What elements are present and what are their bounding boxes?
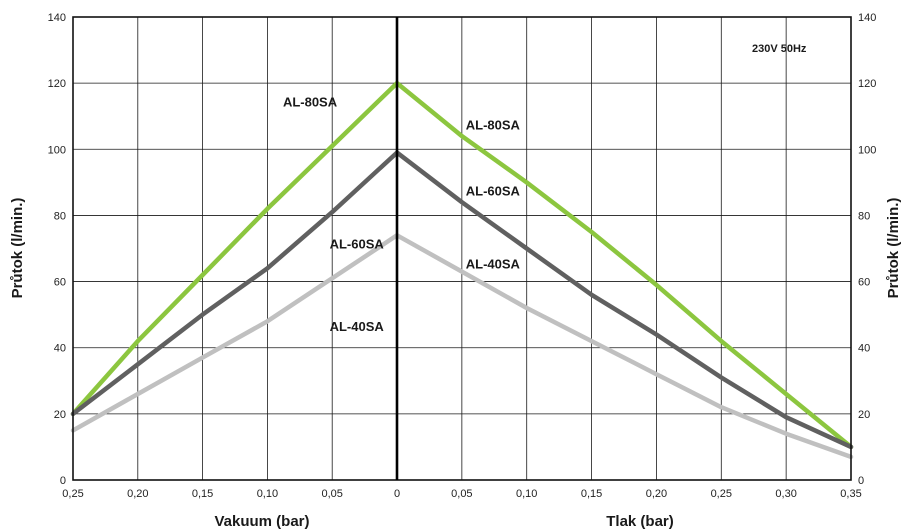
y-axis-title-right: Průtok (l/min.) [885, 198, 902, 299]
y-axis-title-left: Průtok (l/min.) [9, 198, 26, 299]
y-tick-left: 40 [54, 343, 66, 355]
x-tick-vacuum: 0,25 [62, 488, 83, 500]
series-line-al-60sa [70, 150, 854, 450]
y-tick-right: 100 [858, 144, 876, 156]
y-tick-right: 140 [858, 12, 876, 24]
y-tick-left: 20 [54, 409, 66, 421]
tick-labels: 0 0 20 20 40 40 60 60 80 80 100 100 120 120 140 140 0,25… [48, 12, 877, 500]
series-line-al-40sa [70, 233, 854, 460]
y-tick-left: 60 [54, 277, 66, 289]
y-tick-left: 120 [48, 78, 66, 90]
series-label-al-80sa: AL-80SA [283, 94, 338, 109]
x-tick-pressure: 0,35 [840, 488, 861, 500]
series-label-al-60sa: AL-60SA [330, 237, 385, 252]
y-tick-left: 80 [54, 210, 66, 222]
series-label-al-60sa: AL-60SA [466, 184, 521, 199]
x-tick-pressure: 0,15 [581, 488, 602, 500]
y-tick-right: 0 [858, 475, 864, 487]
y-tick-right: 60 [858, 277, 870, 289]
note-text: 230V 50Hz [752, 43, 807, 55]
x-axis-title-vacuum: Vakuum (bar) [214, 513, 309, 530]
y-tick-right: 20 [858, 409, 870, 421]
y-tick-left: 100 [48, 144, 66, 156]
series-label-al-80sa: AL-80SA [466, 117, 521, 132]
plot-border [72, 16, 852, 481]
x-tick-pressure: 0,25 [711, 488, 732, 500]
x-tick-pressure: 0,30 [775, 488, 796, 500]
y-tick-right: 80 [858, 210, 870, 222]
x-tick-pressure: 0,10 [516, 488, 537, 500]
y-tick-right: 120 [858, 78, 876, 90]
series-line-al-80sa [70, 80, 854, 450]
plot-frame [72, 16, 852, 481]
x-tick-vacuum: 0,10 [257, 488, 278, 500]
y-tick-right: 40 [858, 343, 870, 355]
x-tick-pressure: 0,05 [451, 488, 472, 500]
series-layer [70, 80, 854, 460]
x-tick-vacuum: 0,15 [192, 488, 213, 500]
series-labels: AL-80SA AL-80SA AL-60SA AL-60SA AL-40SA AL-40… [283, 94, 521, 334]
series-label-al-40sa: AL-40SA [330, 319, 385, 334]
y-tick-left: 0 [60, 475, 66, 487]
y-tick-left: 140 [48, 12, 66, 24]
x-tick-vacuum: 0,05 [321, 488, 342, 500]
x-axis-title-pressure: Tlak (bar) [606, 513, 674, 530]
x-tick-vacuum: 0,20 [127, 488, 148, 500]
x-tick-vacuum: 0 [394, 488, 400, 500]
series-label-al-40sa: AL-40SA [466, 256, 521, 271]
x-tick-pressure: 0,20 [646, 488, 667, 500]
